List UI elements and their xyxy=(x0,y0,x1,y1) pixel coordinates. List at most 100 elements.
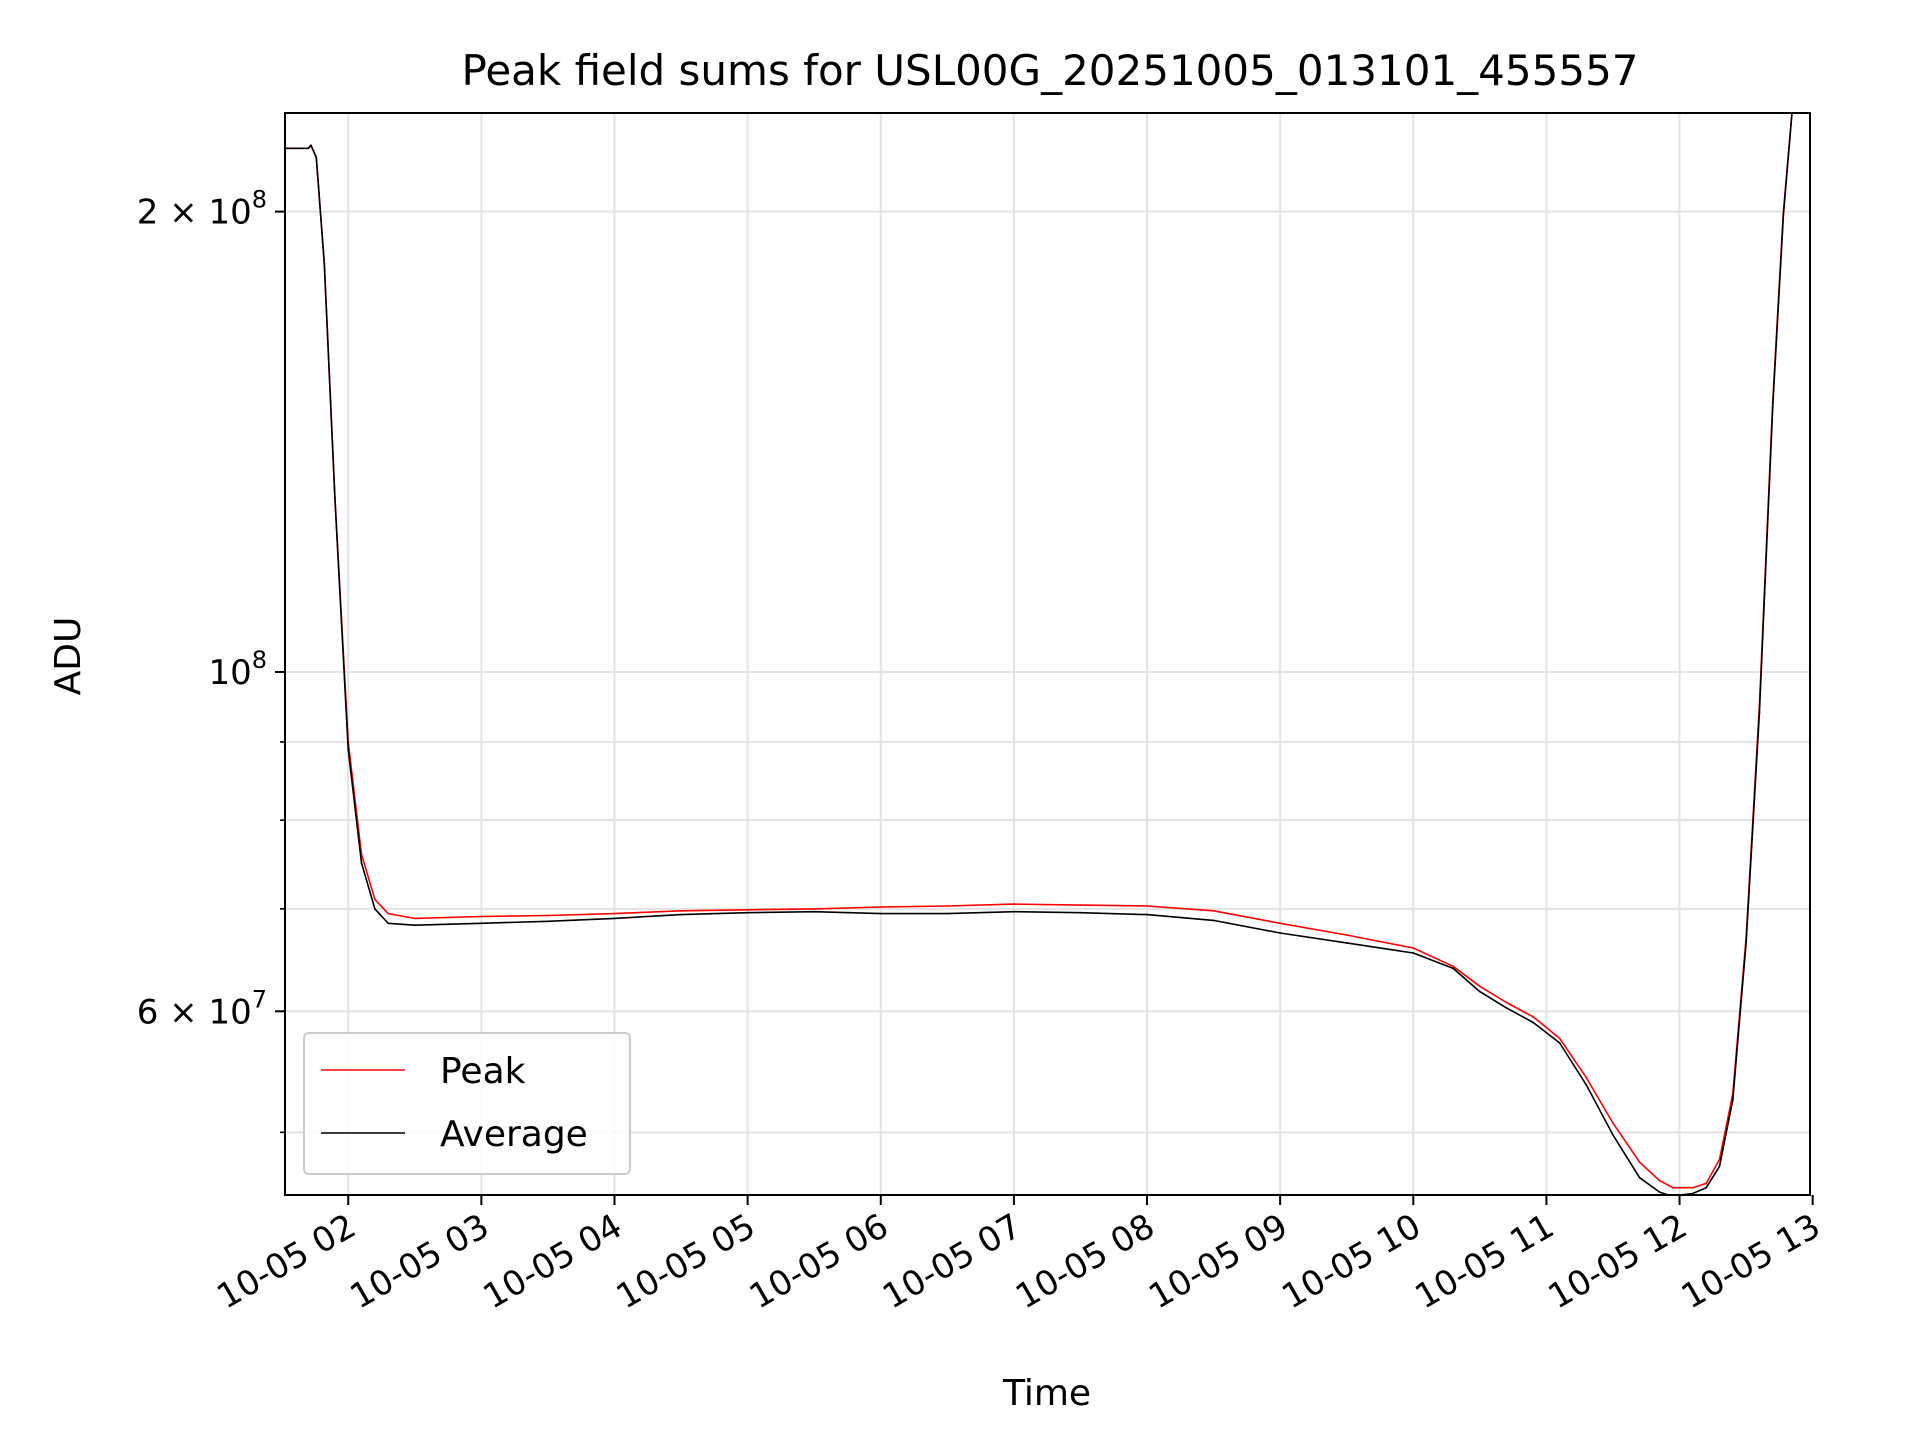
x-tick-label: 10-05 13 xyxy=(1675,1206,1827,1317)
data-point-average xyxy=(1452,967,1455,970)
data-point-average xyxy=(613,917,616,920)
data-point-average xyxy=(1758,712,1761,714)
data-point-average xyxy=(334,496,336,499)
data-point-peak xyxy=(613,912,616,915)
x-tick-label: 10-05 10 xyxy=(1275,1206,1427,1317)
data-point-peak xyxy=(1532,1015,1534,1018)
legend-label-average: Average xyxy=(440,1114,588,1155)
data-point-average xyxy=(413,924,416,927)
data-point-average xyxy=(1745,942,1747,944)
data-point-peak xyxy=(1705,1182,1708,1185)
data-point-average xyxy=(1771,406,1774,409)
data-point-average xyxy=(1532,1021,1534,1024)
y-tick-label-base: 2 × 10 xyxy=(137,193,252,233)
data-point-average xyxy=(360,862,363,864)
data-point-peak xyxy=(1452,965,1455,968)
data-point-average xyxy=(1782,214,1785,216)
data-point-average xyxy=(1731,1099,1734,1101)
data-point-average xyxy=(1558,1042,1561,1044)
data-point-average xyxy=(347,748,350,751)
data-point-average xyxy=(746,911,749,914)
data-point-average xyxy=(946,912,949,915)
data-point-peak xyxy=(1671,1186,1674,1189)
y-tick-label: 2 × 108 xyxy=(137,186,267,233)
x-tick-label: 10-05 02 xyxy=(210,1206,362,1317)
data-point-average xyxy=(1279,932,1282,934)
data-point-peak xyxy=(1478,985,1481,988)
data-point-peak xyxy=(1345,934,1348,936)
data-point-average xyxy=(1012,910,1015,913)
data-point-peak xyxy=(1558,1037,1561,1040)
data-point-peak xyxy=(1658,1179,1661,1182)
data-point-average xyxy=(1691,1192,1694,1195)
x-axis-label: Time xyxy=(1002,1373,1091,1414)
data-point-peak xyxy=(1212,909,1215,912)
data-point-peak xyxy=(1585,1076,1588,1079)
data-point-average xyxy=(1612,1134,1614,1136)
x-tick-label: 10-05 05 xyxy=(610,1206,762,1317)
plot-area xyxy=(285,113,1810,1195)
data-point-peak xyxy=(1718,1158,1721,1161)
x-tick-label: 10-05 04 xyxy=(477,1206,629,1317)
data-point-average xyxy=(1792,104,1794,106)
data-point-peak xyxy=(480,915,483,918)
x-tick-label: 10-05 09 xyxy=(1142,1206,1294,1317)
data-point-average xyxy=(1585,1084,1588,1086)
data-point-average xyxy=(1345,942,1348,944)
data-point-average xyxy=(1658,1191,1661,1193)
data-point-peak xyxy=(1412,947,1415,949)
x-tick-label: 10-05 06 xyxy=(743,1206,895,1317)
data-point-average xyxy=(547,920,549,923)
data-point-peak xyxy=(680,909,682,912)
legend-box xyxy=(303,1032,631,1175)
y-tick-label: 108 xyxy=(208,646,267,693)
data-point-average xyxy=(1478,990,1481,993)
x-tick-label: 10-05 07 xyxy=(876,1206,1028,1317)
data-point-average xyxy=(813,910,816,913)
x-tick-label: 10-05 08 xyxy=(1009,1206,1161,1317)
data-point-peak xyxy=(1505,1001,1508,1004)
data-point-peak xyxy=(373,898,376,901)
data-point-average xyxy=(1412,952,1415,954)
legend: Peak Average xyxy=(303,1032,631,1175)
data-point-peak xyxy=(946,905,949,907)
x-tick-label: 10-05 03 xyxy=(343,1206,495,1317)
data-point-peak xyxy=(1638,1161,1641,1164)
data-point-average xyxy=(315,156,318,159)
data-point-peak xyxy=(1279,922,1282,925)
data-point-peak xyxy=(1691,1186,1694,1189)
data-point-peak xyxy=(1792,104,1794,106)
y-tick-label: 6 × 107 xyxy=(137,985,267,1032)
data-point-peak xyxy=(547,914,549,917)
data-point-average xyxy=(1212,919,1215,922)
data-point-average xyxy=(1146,913,1148,916)
data-point-average xyxy=(480,922,483,925)
y-axis-label: ADU xyxy=(48,617,89,696)
y-tick-label-base: 10 xyxy=(208,653,251,693)
data-point-peak xyxy=(746,908,749,911)
data-point-peak xyxy=(1079,904,1082,906)
data-point-peak xyxy=(1012,903,1015,906)
data-point-average xyxy=(1079,911,1082,914)
y-tick-label-base: 6 × 10 xyxy=(137,992,252,1032)
data-point-average xyxy=(1718,1165,1721,1168)
data-point-average xyxy=(879,912,882,915)
data-point-average xyxy=(387,922,390,925)
data-point-peak xyxy=(1678,1186,1681,1189)
data-point-average xyxy=(373,907,376,910)
grid-layer xyxy=(285,113,1810,1195)
y-tick-label-exponent: 8 xyxy=(252,186,267,214)
data-layer xyxy=(285,104,1794,1195)
data-point-average xyxy=(1705,1186,1708,1189)
data-point-peak xyxy=(387,912,390,915)
plot-frame xyxy=(284,112,1811,1196)
data-point-average xyxy=(1505,1007,1508,1009)
data-point-peak xyxy=(1612,1122,1614,1125)
data-point-average xyxy=(294,147,296,150)
data-point-peak xyxy=(813,907,816,910)
x-tick-label: 10-05 11 xyxy=(1409,1206,1561,1317)
y-tick-label-exponent: 7 xyxy=(252,985,267,1013)
data-point-average xyxy=(310,144,312,147)
data-point-peak xyxy=(1146,905,1148,907)
